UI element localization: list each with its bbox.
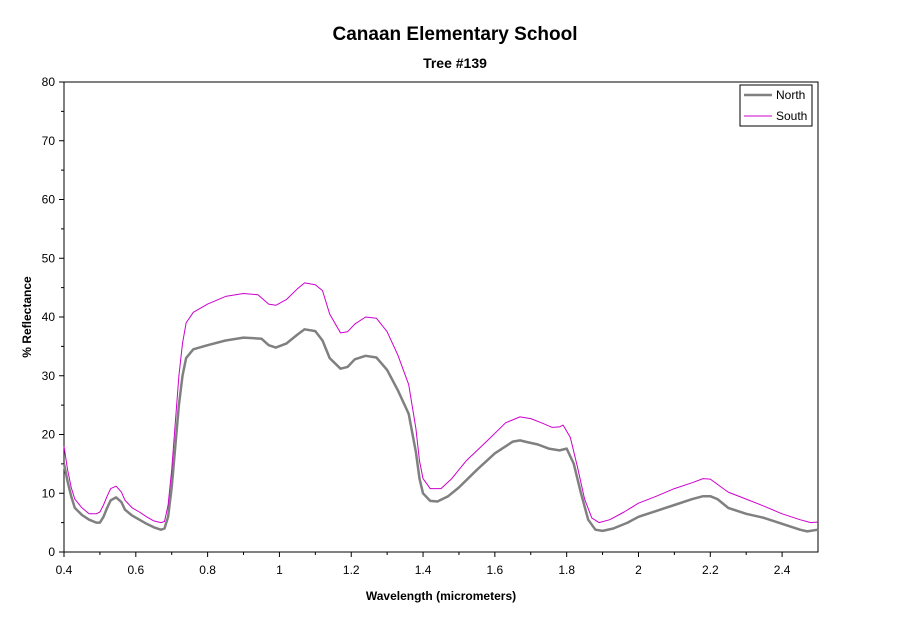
- series-lines: [62, 282, 819, 533]
- y-tick-label: 70: [42, 134, 56, 148]
- x-tick-label: 2.2: [702, 563, 719, 577]
- y-tick-label: 60: [42, 193, 56, 207]
- chart-title: Canaan Elementary School: [333, 24, 578, 45]
- x-tick-label: 0.8: [199, 563, 216, 577]
- y-tick-label: 10: [42, 486, 56, 500]
- y-axis: 0 10 20 30 40 50 60 70 80: [42, 75, 64, 559]
- x-tick-label: 1.6: [487, 563, 504, 577]
- y-tick-label: 30: [42, 369, 56, 383]
- y-tick-label: 20: [42, 428, 56, 442]
- x-tick-label: 2.4: [774, 563, 791, 577]
- x-tick-label: 1.2: [343, 563, 360, 577]
- plot-area: [63, 81, 819, 553]
- y-tick-label: 80: [42, 75, 56, 89]
- series-line-south: [63, 282, 819, 524]
- legend-label-south: South: [776, 109, 807, 123]
- x-axis: 0.4 0.6 0.8 1 1.2 1.4 1.6 1.8 2 2.2 2.4: [56, 552, 791, 577]
- x-tick-label: 0.4: [56, 563, 73, 577]
- chart-subtitle: Tree #139: [423, 55, 487, 71]
- y-tick-label: 0: [48, 545, 55, 559]
- x-tick-label: 1.8: [558, 563, 575, 577]
- legend-label-north: North: [776, 88, 805, 102]
- x-tick-label: 1.4: [415, 563, 432, 577]
- y-tick-label: 50: [42, 251, 56, 265]
- x-tick-label: 2: [635, 563, 642, 577]
- legend: North South: [739, 84, 813, 127]
- x-tick-label: 0.6: [127, 563, 144, 577]
- x-tick-label: 1: [276, 563, 283, 577]
- y-tick-label: 40: [42, 310, 56, 324]
- legend-box: [739, 84, 813, 127]
- y-axis-title: % Reflectance: [20, 276, 34, 358]
- x-axis-title: Wavelength (micrometers): [366, 589, 516, 603]
- series-line-north: [62, 328, 819, 533]
